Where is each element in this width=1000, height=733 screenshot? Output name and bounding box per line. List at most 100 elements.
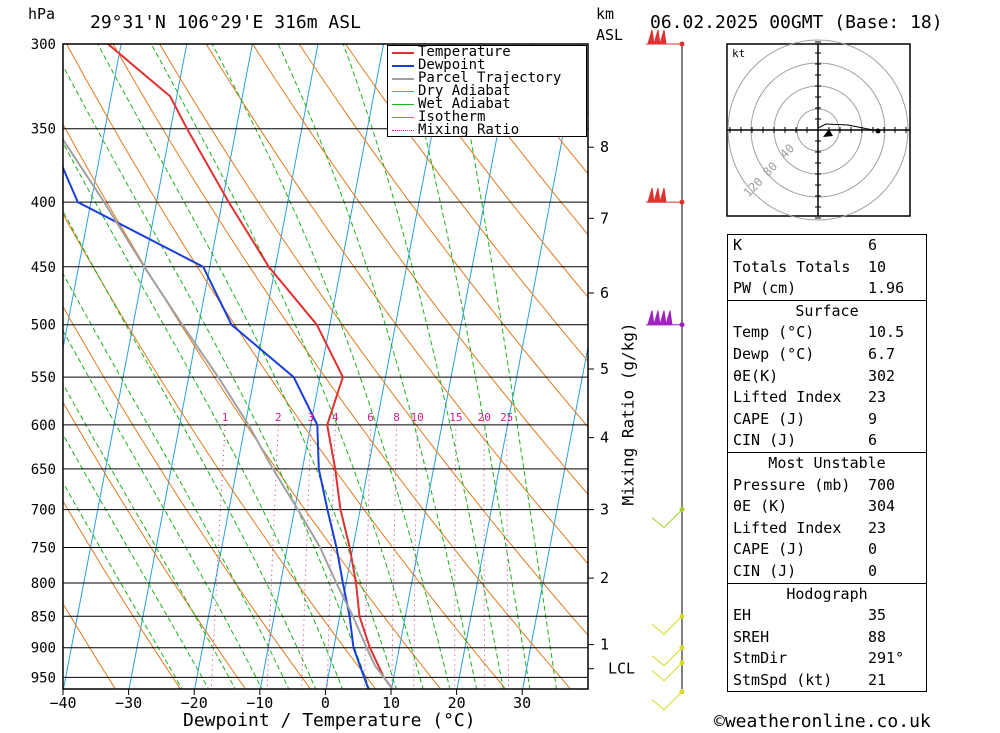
mu-lifted-index-row: Lifted Index 23: [733, 518, 887, 537]
wind-barb-pennant: [647, 310, 655, 326]
wind-barb-pennant: [647, 29, 655, 45]
wind-barb-shaft: [651, 615, 683, 635]
pressure-tick-label: 400: [31, 195, 56, 211]
legend-item-temperature: Temperature: [388, 45, 586, 59]
surface-cin-row: CIN (J) 6: [733, 431, 878, 450]
asl-unit-label: ASL: [596, 26, 624, 44]
pressure-unit-label: hPa: [28, 5, 56, 23]
mixing-ratio-label: 10: [411, 411, 424, 424]
legend-item-isotherm: Isotherm: [388, 110, 586, 124]
isotherm-line: [0, 6, 63, 706]
height-tick-label: 5: [600, 360, 609, 378]
mixing-ratio-label: 25: [500, 411, 513, 424]
km-unit-label: km: [596, 5, 615, 23]
pressure-tick-label: 750: [31, 541, 56, 557]
height-tick-label: 7: [600, 209, 609, 227]
hodograph-unit-label: kt: [732, 47, 745, 60]
mixing-ratio-line: [454, 424, 457, 689]
height-tick-label: 4: [600, 429, 609, 447]
sreh-row: SREH 88: [733, 627, 887, 646]
dry-adiabat-line: [63, 500, 182, 689]
height-tick-label: 2: [600, 569, 609, 587]
wet-adiabat-line: [63, 383, 236, 689]
mixing-ratio-label: 15: [449, 411, 462, 424]
mu-cape-row: CAPE (J) 0: [733, 540, 878, 559]
legend-item-mixing-ratio: Mixing Ratio: [388, 123, 586, 137]
surface-cape-row: CAPE (J) 9: [733, 409, 878, 428]
height-tick-label: LCL: [608, 660, 635, 678]
plot-frame: [62, 43, 589, 690]
surface-temp-row: Temp (°C) 10.5: [733, 323, 905, 342]
dry-adiabat-line: [63, 602, 117, 689]
mixing-ratio-axis-label: Mixing Ratio (g/kg): [618, 322, 638, 506]
chart-legend: Temperature Dewpoint Parcel Trajectory D…: [387, 45, 587, 137]
hodograph-table-title: Hodograph: [786, 584, 868, 603]
most-unstable-title: Most Unstable: [768, 453, 886, 472]
isotherm-line: [587, 687, 588, 689]
pressure-tick-label: 550: [31, 370, 56, 386]
temperature-tick-label: 10: [382, 694, 400, 712]
hodograph-endpoint: [875, 128, 881, 134]
wind-barb-pennant: [659, 310, 667, 326]
mu-cin-row: CIN (J) 0: [733, 561, 878, 580]
mixing-ratio-line: [413, 424, 418, 689]
wet-adiabat-line: [97, 44, 397, 689]
legend-item-dewpoint: Dewpoint: [388, 58, 586, 72]
isotherm-line: [63, 44, 122, 351]
mu-thetae-row: θE (K) 304: [733, 497, 896, 516]
pressure-tick-label: 700: [31, 503, 56, 519]
storm-motion-marker: [823, 129, 833, 137]
precipitable-water-row: PW (cm) 1.96: [733, 279, 905, 298]
x-axis-label: Dewpoint / Temperature (°C): [183, 710, 476, 731]
datetime-label: 06.02.2025 00GMT (Base: 18): [650, 12, 943, 33]
dewpoint-line: [63, 165, 370, 689]
height-tick-label: 6: [600, 284, 609, 302]
wind-barb-pennant: [653, 310, 661, 326]
mixing-ratio-label: 8: [393, 411, 400, 424]
wind-barb-shaft: [651, 509, 683, 529]
wet-adiabat-line: [63, 64, 370, 689]
temperature-tick-label: −30: [115, 694, 142, 712]
wet-adiabat-line: [63, 329, 263, 689]
mixing-ratio-label: 3: [308, 411, 315, 424]
pressure-tick-label: 650: [31, 462, 56, 478]
wind-barb-pennant: [653, 187, 661, 203]
dry-adiabat-line: [63, 212, 377, 689]
wind-barb-shaft: [651, 647, 683, 667]
wet-adiabat-line: [401, 44, 531, 689]
isotherm-line: [128, 44, 253, 689]
legend-item-parcel: Parcel Trajectory: [388, 71, 586, 85]
surface-dewp-row: Dewp (°C) 6.7: [733, 344, 896, 363]
pressure-tick-label: 950: [31, 670, 56, 686]
height-tick-label: 3: [600, 501, 609, 519]
pressure-tick-label: 900: [31, 641, 56, 657]
pressure-tick-label: 500: [31, 318, 56, 334]
dry-adiabat-line: [63, 305, 312, 689]
pressure-tick-label: 450: [31, 260, 56, 276]
wet-adiabat-line: [452, 44, 557, 689]
mixing-ratio-label: 1: [222, 411, 229, 424]
wet-adiabat-line: [63, 433, 210, 689]
eh-row: EH 35: [733, 606, 887, 625]
height-tick-label: 8: [600, 138, 609, 156]
wind-barb-pennant: [653, 29, 661, 45]
wet-adiabat-line: [63, 481, 183, 689]
pressure-tick-label: 850: [31, 609, 56, 625]
temperature-tick-label: −10: [246, 694, 273, 712]
wind-barb-pennant: [647, 187, 655, 203]
mixing-ratio-label: 2: [275, 411, 282, 424]
wind-barb-pennant: [659, 29, 667, 45]
mixing-ratio-label: 20: [478, 411, 491, 424]
parcel-trajectory-line: [63, 137, 394, 689]
surface-lifted-index-row: Lifted Index 23: [733, 388, 887, 407]
isotherm-line: [259, 44, 385, 689]
mixing-ratio-label: 4: [332, 411, 339, 424]
wind-barb-shaft: [651, 691, 683, 711]
temperature-tick-label: −40: [49, 694, 76, 712]
legend-item-dry-adiabat: Dry Adiabat: [388, 84, 586, 98]
mixing-ratio-label: 6: [367, 411, 374, 424]
pressure-tick-label: 350: [31, 122, 56, 138]
